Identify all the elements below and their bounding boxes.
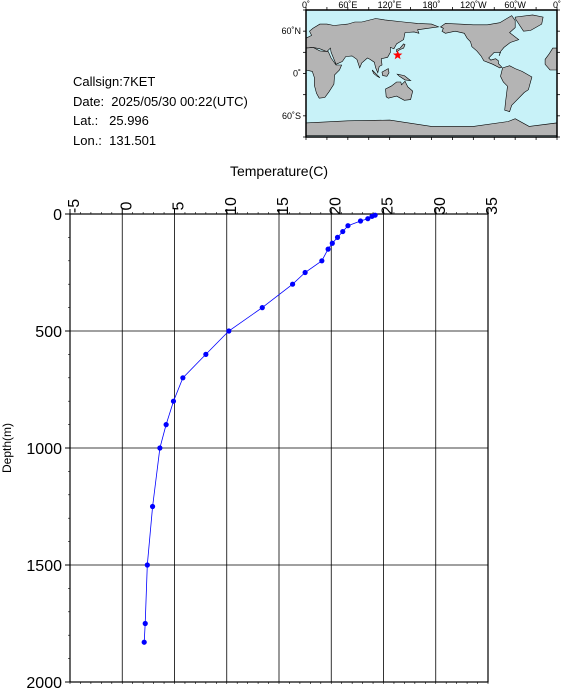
map-lat-label: 0˚	[293, 69, 301, 79]
landmass-south-america	[500, 65, 533, 112]
landmass-australia	[385, 80, 414, 101]
landmass-north-america	[440, 15, 520, 69]
y-tick-label: 2000	[26, 675, 62, 690]
map-lon-label: 180˚	[422, 0, 440, 10]
map-lon-label: 120˚W	[460, 0, 487, 10]
longitude-text: Lon.: 131.501	[73, 132, 157, 148]
data-point	[203, 351, 209, 357]
landmass-japan	[396, 43, 406, 53]
x-tick-label: 15	[275, 197, 292, 215]
data-point	[141, 639, 147, 645]
y-tick-label: 1000	[26, 441, 62, 458]
data-point	[163, 422, 169, 428]
data-point	[180, 375, 186, 381]
callsign-text: Callsign:7KET	[73, 74, 156, 89]
landmass-greenland	[514, 14, 544, 32]
data-point	[144, 562, 150, 568]
data-point	[259, 305, 265, 311]
data-point	[149, 503, 156, 510]
data-point	[319, 258, 325, 264]
series-line	[143, 214, 376, 643]
map-lat-label: 60˚S	[282, 111, 301, 121]
x-tick-label: 0	[118, 201, 135, 210]
data-point	[157, 445, 163, 451]
data-point	[340, 228, 346, 235]
y-axis-label: Depth(m)	[0, 423, 14, 473]
x-tick-label: 30	[432, 197, 449, 215]
x-tick-label: 20	[327, 197, 344, 215]
landmass-new-guinea	[396, 73, 412, 82]
data-point	[142, 620, 148, 627]
data-point	[357, 218, 364, 224]
data-point	[334, 234, 341, 240]
x-tick-label: 35	[484, 197, 501, 215]
data-point	[289, 281, 296, 287]
location-map: 0˚ 60˚E 120˚E 180˚ 120˚W 60˚W 0˚ 60˚N 0˚ 60˚S	[281, 0, 561, 140]
landmass-sumatra	[371, 69, 381, 78]
y-tick-label: 0	[53, 207, 62, 224]
y-tick-label: 1500	[26, 558, 62, 575]
data-point	[226, 328, 232, 334]
data-point	[170, 398, 177, 404]
x-axis-label: Temperature(C)	[230, 163, 328, 179]
landmass-borneo	[381, 68, 390, 77]
continents	[305, 14, 558, 136]
location-star-marker	[392, 50, 403, 60]
landmass-antarctica	[305, 118, 558, 136]
x-tick-label: 10	[223, 197, 240, 215]
temperature-depth-chart: -5 0 5 10 15 20 25 30 35 0 500 1000 1500 2000 Temperat…	[0, 163, 501, 690]
map-lon-label: 0˚	[302, 0, 310, 10]
landmass-africa	[305, 47, 343, 99]
map-lon-label: 60˚W	[504, 0, 526, 10]
landmass-eurasia	[305, 18, 440, 74]
x-tick-label: -5	[66, 199, 83, 213]
latitude-text: Lat.: 25.996	[73, 113, 149, 128]
date-text: Date: 2025/05/30 00:22(UTC)	[73, 93, 248, 109]
map-lon-label: 60˚E	[338, 0, 357, 10]
data-point	[325, 246, 331, 252]
y-tick-label: 500	[35, 324, 62, 341]
data-point	[302, 269, 308, 276]
x-tick-label: 25	[380, 197, 397, 215]
station-info: Callsign:7KET Date: 2025/05/30 00:22(UTC…	[73, 72, 248, 150]
map-lon-label: 120˚E	[378, 0, 402, 10]
data-point	[329, 240, 335, 246]
data-point	[365, 216, 371, 222]
map-lon-label: 0˚	[553, 0, 561, 10]
x-tick-label: 5	[171, 201, 188, 210]
map-lat-label: 60˚N	[281, 26, 301, 36]
landmass-africa-west	[544, 47, 558, 71]
data-point	[369, 213, 375, 219]
data-point	[345, 223, 351, 229]
